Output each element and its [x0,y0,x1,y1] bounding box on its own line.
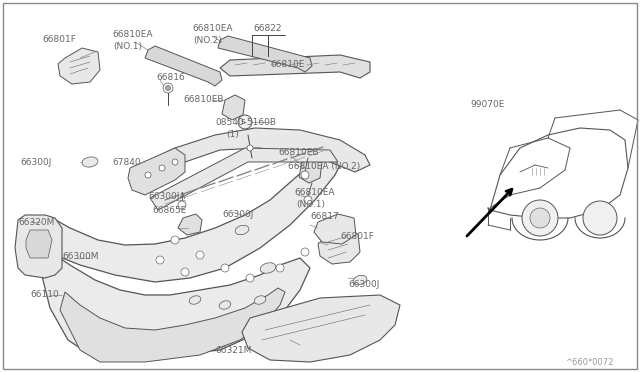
Text: 66810EB: 66810EB [278,148,319,157]
Text: 66321M: 66321M [215,346,252,355]
Text: ^660*0072: ^660*0072 [565,358,613,367]
Circle shape [171,236,179,244]
Text: 66810EA: 66810EA [112,30,152,39]
Text: 66300J: 66300J [348,280,380,289]
Polygon shape [299,157,322,183]
Ellipse shape [82,157,98,167]
Polygon shape [58,48,100,84]
Ellipse shape [353,275,367,285]
Circle shape [156,256,164,264]
Ellipse shape [235,225,249,235]
Polygon shape [150,148,338,210]
Polygon shape [35,148,345,282]
Polygon shape [314,214,356,244]
Text: 66810EA: 66810EA [192,24,232,33]
Circle shape [304,196,312,204]
Circle shape [301,171,309,179]
Text: 66810EA: 66810EA [294,188,335,197]
Circle shape [181,268,189,276]
Circle shape [530,208,550,228]
Text: 66801F: 66801F [42,35,76,44]
Circle shape [172,159,178,165]
Text: 66300M: 66300M [62,252,99,261]
Circle shape [221,264,229,272]
Circle shape [276,264,284,272]
Text: 66300JA: 66300JA [148,192,186,201]
Circle shape [178,201,186,209]
Polygon shape [15,215,62,278]
Text: 66300J: 66300J [222,210,253,219]
Circle shape [522,200,558,236]
Text: 66816: 66816 [156,73,185,82]
Polygon shape [220,55,370,78]
Circle shape [196,251,204,259]
Text: S: S [241,119,245,125]
Text: 66801F: 66801F [340,232,374,241]
Text: 66300J: 66300J [20,158,51,167]
Circle shape [247,145,253,151]
Polygon shape [60,288,285,362]
Text: 67840: 67840 [112,158,141,167]
Text: 66817: 66817 [310,212,339,221]
Text: 66810EB: 66810EB [183,95,223,104]
Text: (NO.1): (NO.1) [113,42,142,51]
Text: 66822: 66822 [253,24,282,33]
Ellipse shape [260,263,276,273]
Text: 66810EA (NO.2): 66810EA (NO.2) [288,162,360,171]
Polygon shape [140,128,370,185]
Ellipse shape [189,296,201,304]
Text: 66110: 66110 [30,290,59,299]
Circle shape [145,172,151,178]
Circle shape [163,83,173,93]
Text: (NO.2): (NO.2) [193,36,222,45]
Polygon shape [178,214,202,235]
Polygon shape [35,248,310,358]
Text: 66320M: 66320M [18,218,54,227]
Ellipse shape [254,296,266,304]
Text: (NO.1): (NO.1) [296,200,325,209]
Circle shape [238,115,252,129]
Polygon shape [218,36,312,72]
Text: 66810E: 66810E [270,60,305,69]
Text: 08540-5160B: 08540-5160B [215,118,276,127]
Text: (1): (1) [226,130,239,139]
Circle shape [159,165,165,171]
Polygon shape [128,148,185,195]
Circle shape [301,248,309,256]
Polygon shape [26,230,52,258]
Polygon shape [145,46,222,86]
Polygon shape [318,230,360,264]
Circle shape [246,274,254,282]
Text: 66865E: 66865E [152,206,186,215]
Ellipse shape [219,301,231,309]
Circle shape [583,201,617,235]
Circle shape [166,86,170,90]
Polygon shape [222,95,245,120]
Text: 99070E: 99070E [470,100,504,109]
Polygon shape [242,295,400,362]
